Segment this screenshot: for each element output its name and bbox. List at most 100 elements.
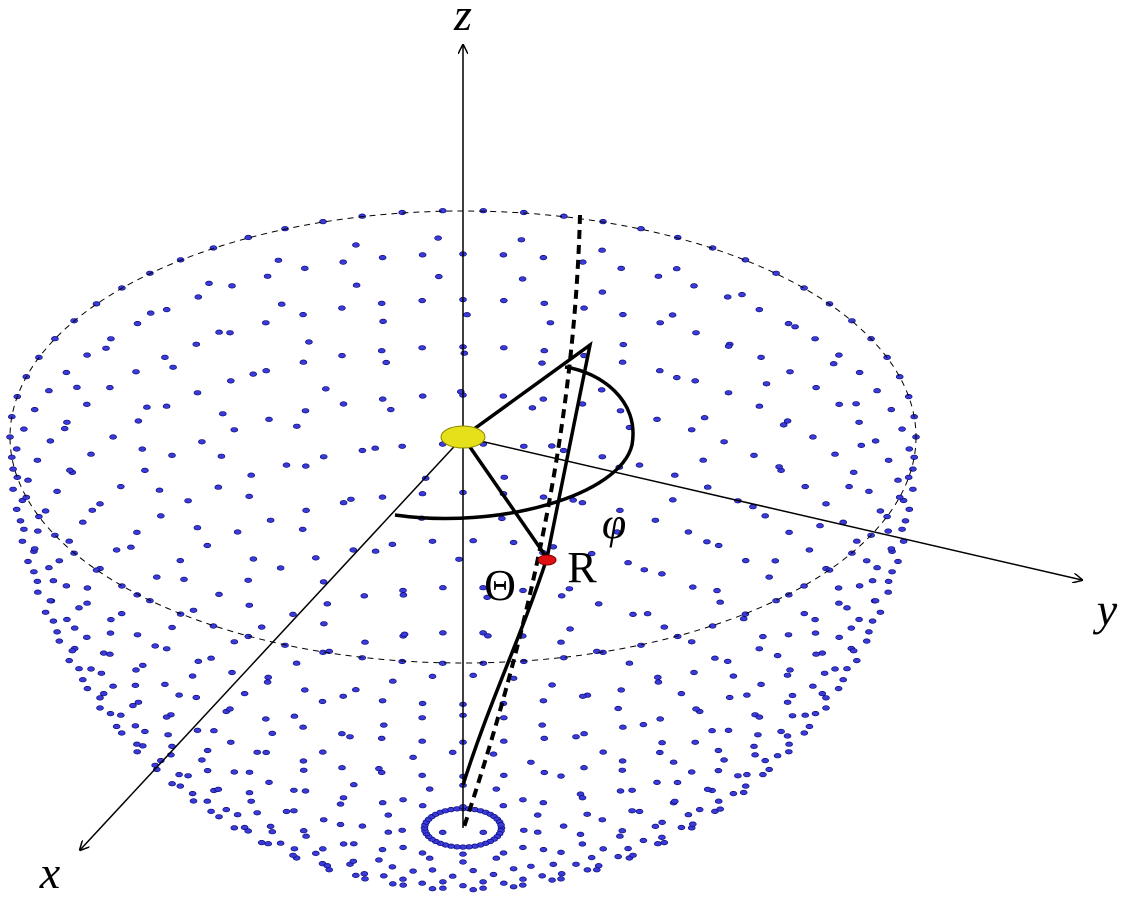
sphere-point (361, 639, 369, 645)
sphere-point (857, 442, 866, 449)
sphere-point (46, 598, 55, 604)
sphere-point (323, 863, 332, 869)
sphere-point (22, 494, 31, 500)
sphere-point (162, 646, 171, 652)
sphere-point (83, 585, 92, 591)
sphere-point (83, 685, 92, 692)
phi-label: φ (602, 499, 626, 548)
sphere-point (175, 692, 183, 698)
sphere-point (703, 786, 712, 793)
sphere-point (276, 565, 285, 571)
sphere-point (677, 690, 686, 697)
sphere-point (265, 416, 273, 423)
sphere-point (569, 497, 578, 503)
x-axis (80, 436, 464, 850)
x-label: x (39, 847, 61, 898)
sphere-point (439, 879, 447, 885)
sphere-point (338, 731, 346, 737)
sphere-point (725, 694, 734, 701)
sphere-point (572, 734, 580, 740)
sphere-point (75, 605, 83, 611)
sphere-point (714, 767, 723, 774)
sphere-point (755, 403, 764, 409)
sphere-point (8, 454, 16, 460)
sphere-point (708, 728, 716, 734)
sphere-point (655, 368, 664, 374)
sphere-point (318, 698, 327, 705)
sphere-point (247, 472, 255, 478)
sphere-point (338, 353, 346, 359)
sphere-point (99, 690, 108, 697)
sphere-point (898, 426, 906, 432)
sphere-point (651, 517, 660, 523)
sphere-point (96, 705, 104, 711)
sphere-point (379, 722, 388, 728)
sphere-point (519, 844, 527, 851)
sphere-point (13, 474, 22, 481)
sphere-point (765, 766, 774, 773)
sphere-point (805, 723, 814, 730)
sphere-point (205, 280, 213, 287)
sphere-point (843, 605, 851, 611)
sphere-point (673, 779, 682, 786)
sphere-point (539, 800, 548, 806)
point-r (537, 554, 557, 566)
sphere-point (762, 381, 771, 387)
sphere-point (653, 841, 662, 847)
sphere-point (629, 852, 637, 858)
sphere-point (539, 846, 548, 853)
sphere-point (565, 586, 574, 592)
phi-arc (394, 365, 635, 521)
sphere-point (811, 616, 819, 623)
sphere-point (469, 887, 478, 893)
sphere-point (302, 507, 310, 514)
sphere-point (319, 817, 328, 823)
sphere-point (499, 298, 508, 304)
sphere-point (618, 767, 627, 773)
sphere-point (690, 669, 698, 676)
sphere-point (189, 607, 198, 613)
sphere-point (654, 273, 663, 279)
sphere-point (302, 833, 310, 839)
sphere-point (539, 396, 548, 402)
sphere-point (262, 749, 271, 756)
sphere-point (162, 307, 171, 313)
sphere-point (884, 578, 893, 585)
sphere-point (855, 369, 864, 376)
sphere-point (723, 658, 732, 665)
sphere-point (484, 633, 492, 639)
sphere-point (377, 348, 386, 354)
sphere-point (812, 385, 820, 391)
sphere-point (384, 812, 393, 818)
sphere-point (203, 767, 212, 774)
sphere-point (688, 821, 697, 827)
sphere-point (618, 758, 627, 764)
sphere-point (714, 747, 723, 754)
sphere-point (499, 803, 508, 809)
sphere-point (409, 868, 417, 874)
sphere-point (203, 747, 212, 754)
sphere-point (618, 828, 627, 834)
sphere-point (9, 466, 17, 472)
sphere-point (783, 699, 792, 705)
sphere-point (724, 390, 733, 396)
sphere-point (378, 494, 387, 500)
sphere-point (264, 674, 273, 681)
sphere-point (759, 771, 767, 778)
sphere-point (594, 863, 603, 869)
sphere-point (360, 871, 369, 877)
sphere-point (388, 541, 397, 548)
sphere-point (724, 343, 733, 349)
sphere-point (539, 698, 548, 704)
sphere-point (527, 863, 535, 869)
sphere-point (320, 621, 328, 627)
sphere-point (887, 407, 896, 413)
sphere-point (509, 539, 518, 546)
sphere-point (351, 872, 360, 879)
sphere-point (215, 329, 223, 335)
sphere-point (434, 235, 442, 241)
sphere-point (643, 611, 652, 617)
sphere-point (540, 769, 549, 776)
sphere-point (459, 883, 467, 889)
sphere-point (708, 623, 717, 629)
